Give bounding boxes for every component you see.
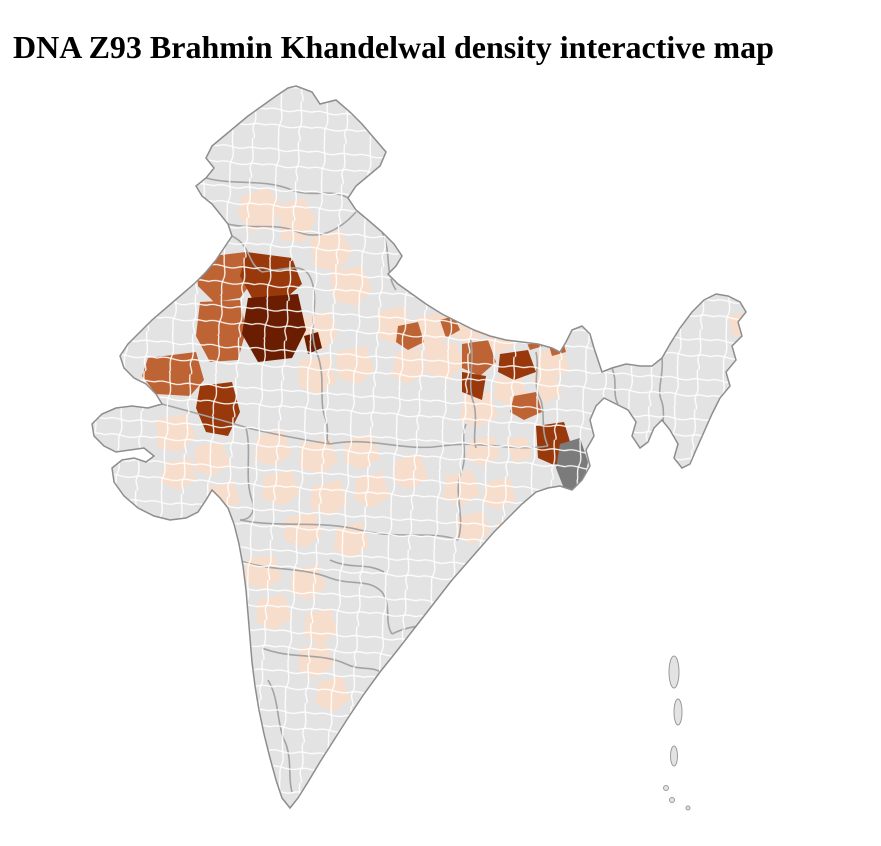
page-title: DNA Z93 Brahmin Khandelwal density inter…	[13, 29, 774, 66]
andaman-nicobar-islands[interactable]	[663, 655, 691, 811]
india-outline	[91, 85, 747, 810]
